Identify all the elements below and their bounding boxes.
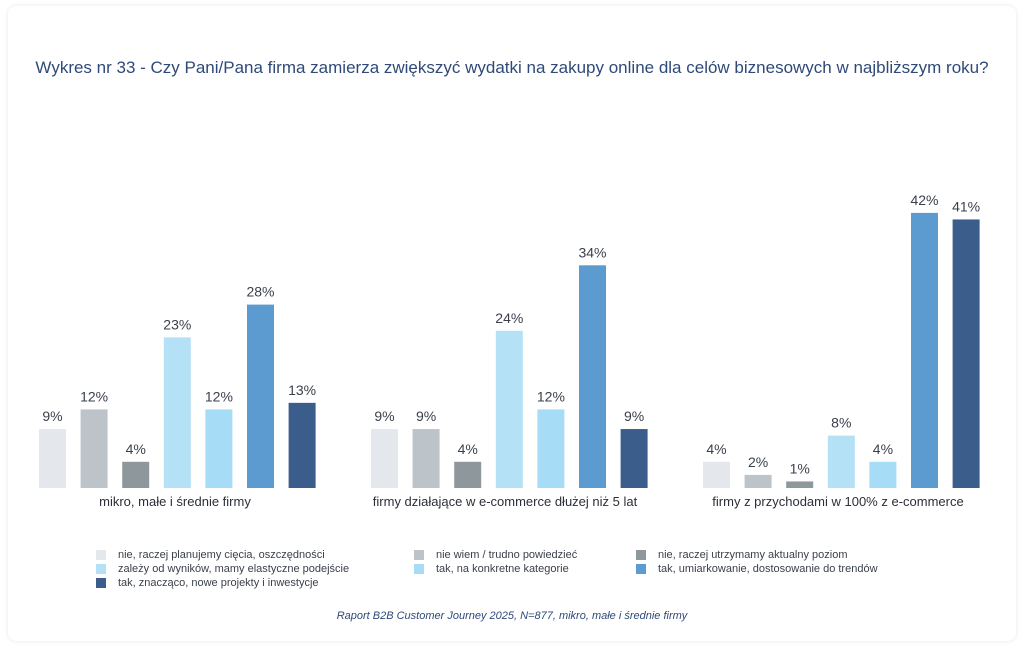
bar-3-5 xyxy=(869,461,897,488)
legend-item: tak, na konkretne kategorie xyxy=(414,563,569,575)
legend-swatch xyxy=(96,550,106,560)
bar-value-label: 12% xyxy=(537,388,565,404)
legend-swatch xyxy=(414,550,424,560)
bar-value-label: 2% xyxy=(748,454,768,470)
bar-value-label: 12% xyxy=(80,388,108,404)
legend-label: tak, umiarkowanie, dostosowanie do trend… xyxy=(658,563,878,575)
bar-3-4 xyxy=(827,435,855,488)
bar-1-1 xyxy=(39,429,66,488)
bar-1-5 xyxy=(205,409,233,488)
bar-value-label: 13% xyxy=(288,382,316,398)
legend-swatch xyxy=(414,564,424,574)
bar-1-3 xyxy=(122,461,150,488)
bar-value-label: 12% xyxy=(205,388,233,404)
category-label: firmy działające w e-commerce dłużej niż… xyxy=(373,494,638,509)
bar-value-label: 4% xyxy=(458,441,478,457)
legend-label: nie wiem / trudno powiedzieć xyxy=(436,549,578,561)
bar-value-label: 9% xyxy=(42,408,62,424)
bar-value-label: 41% xyxy=(952,198,980,214)
legend-label: zależy od wyników, mamy elastyczne podej… xyxy=(118,563,350,575)
bar-1-6 xyxy=(247,304,274,488)
legend-swatch xyxy=(636,550,646,560)
bar-value-label: 9% xyxy=(624,408,644,424)
bar-value-label: 4% xyxy=(126,441,146,457)
bar-3-7 xyxy=(952,219,980,488)
legend-item: nie, raczej utrzymamy aktualny poziom xyxy=(636,549,848,561)
bar-value-label: 24% xyxy=(495,310,523,326)
bar-value-label: 4% xyxy=(873,441,893,457)
bar-value-label: 9% xyxy=(374,408,394,424)
bar-value-label: 8% xyxy=(831,415,851,431)
legend-label: nie, raczej planujemy cięcia, oszczędnoś… xyxy=(118,549,325,561)
bar-2-6 xyxy=(579,265,606,488)
bar-1-4 xyxy=(163,337,191,488)
bar-value-label: 9% xyxy=(416,408,436,424)
bar-1-7 xyxy=(288,402,316,488)
bar-2-5 xyxy=(537,409,565,488)
legend-item: zależy od wyników, mamy elastyczne podej… xyxy=(96,563,349,575)
bar-2-1 xyxy=(371,429,398,488)
bar-value-label: 34% xyxy=(578,244,606,260)
legend-item: tak, znacząco, nowe projekty i inwestycj… xyxy=(96,577,319,589)
legend-item: tak, umiarkowanie, dostosowanie do trend… xyxy=(636,563,878,575)
legend-label: nie, raczej utrzymamy aktualny poziom xyxy=(658,549,848,561)
legend-item: nie wiem / trudno powiedzieć xyxy=(414,549,577,561)
bar-2-7 xyxy=(620,429,648,488)
bar-value-label: 4% xyxy=(706,441,726,457)
bar-3-6 xyxy=(911,212,938,488)
bar-value-label: 28% xyxy=(246,284,274,300)
bar-1-2 xyxy=(80,409,108,488)
bar-value-label: 42% xyxy=(910,192,938,208)
category-label: firmy z przychodami w 100% z e-commerce xyxy=(712,494,963,509)
legend-swatch xyxy=(96,578,106,588)
legend-label: tak, na konkretne kategorie xyxy=(436,563,569,575)
bar-2-4 xyxy=(495,330,523,488)
chart-frame xyxy=(8,6,1016,641)
bar-chart: 9% 12% 4% 23% 12% 28% 13% mikro, małe i średnie… xyxy=(39,192,980,509)
bar-value-label: 1% xyxy=(790,460,810,476)
bar-2-2 xyxy=(412,429,440,488)
legend-swatch xyxy=(636,564,646,574)
category-label: mikro, małe i średnie firmy xyxy=(99,494,251,509)
legend-swatch xyxy=(96,564,106,574)
legend-item: nie, raczej planujemy cięcia, oszczędnoś… xyxy=(96,549,325,561)
bar-value-label: 23% xyxy=(163,316,191,332)
source-caption: Raport B2B Customer Journey 2025, N=877,… xyxy=(336,610,688,622)
bar-2-3 xyxy=(454,461,482,488)
bar-3-3 xyxy=(786,481,814,488)
legend-label: tak, znacząco, nowe projekty i inwestycj… xyxy=(118,577,319,589)
chart-title: Wykres nr 33 - Czy Pani/Pana firma zamie… xyxy=(35,58,989,77)
bar-3-1 xyxy=(703,461,730,488)
bar-3-2 xyxy=(744,474,772,488)
